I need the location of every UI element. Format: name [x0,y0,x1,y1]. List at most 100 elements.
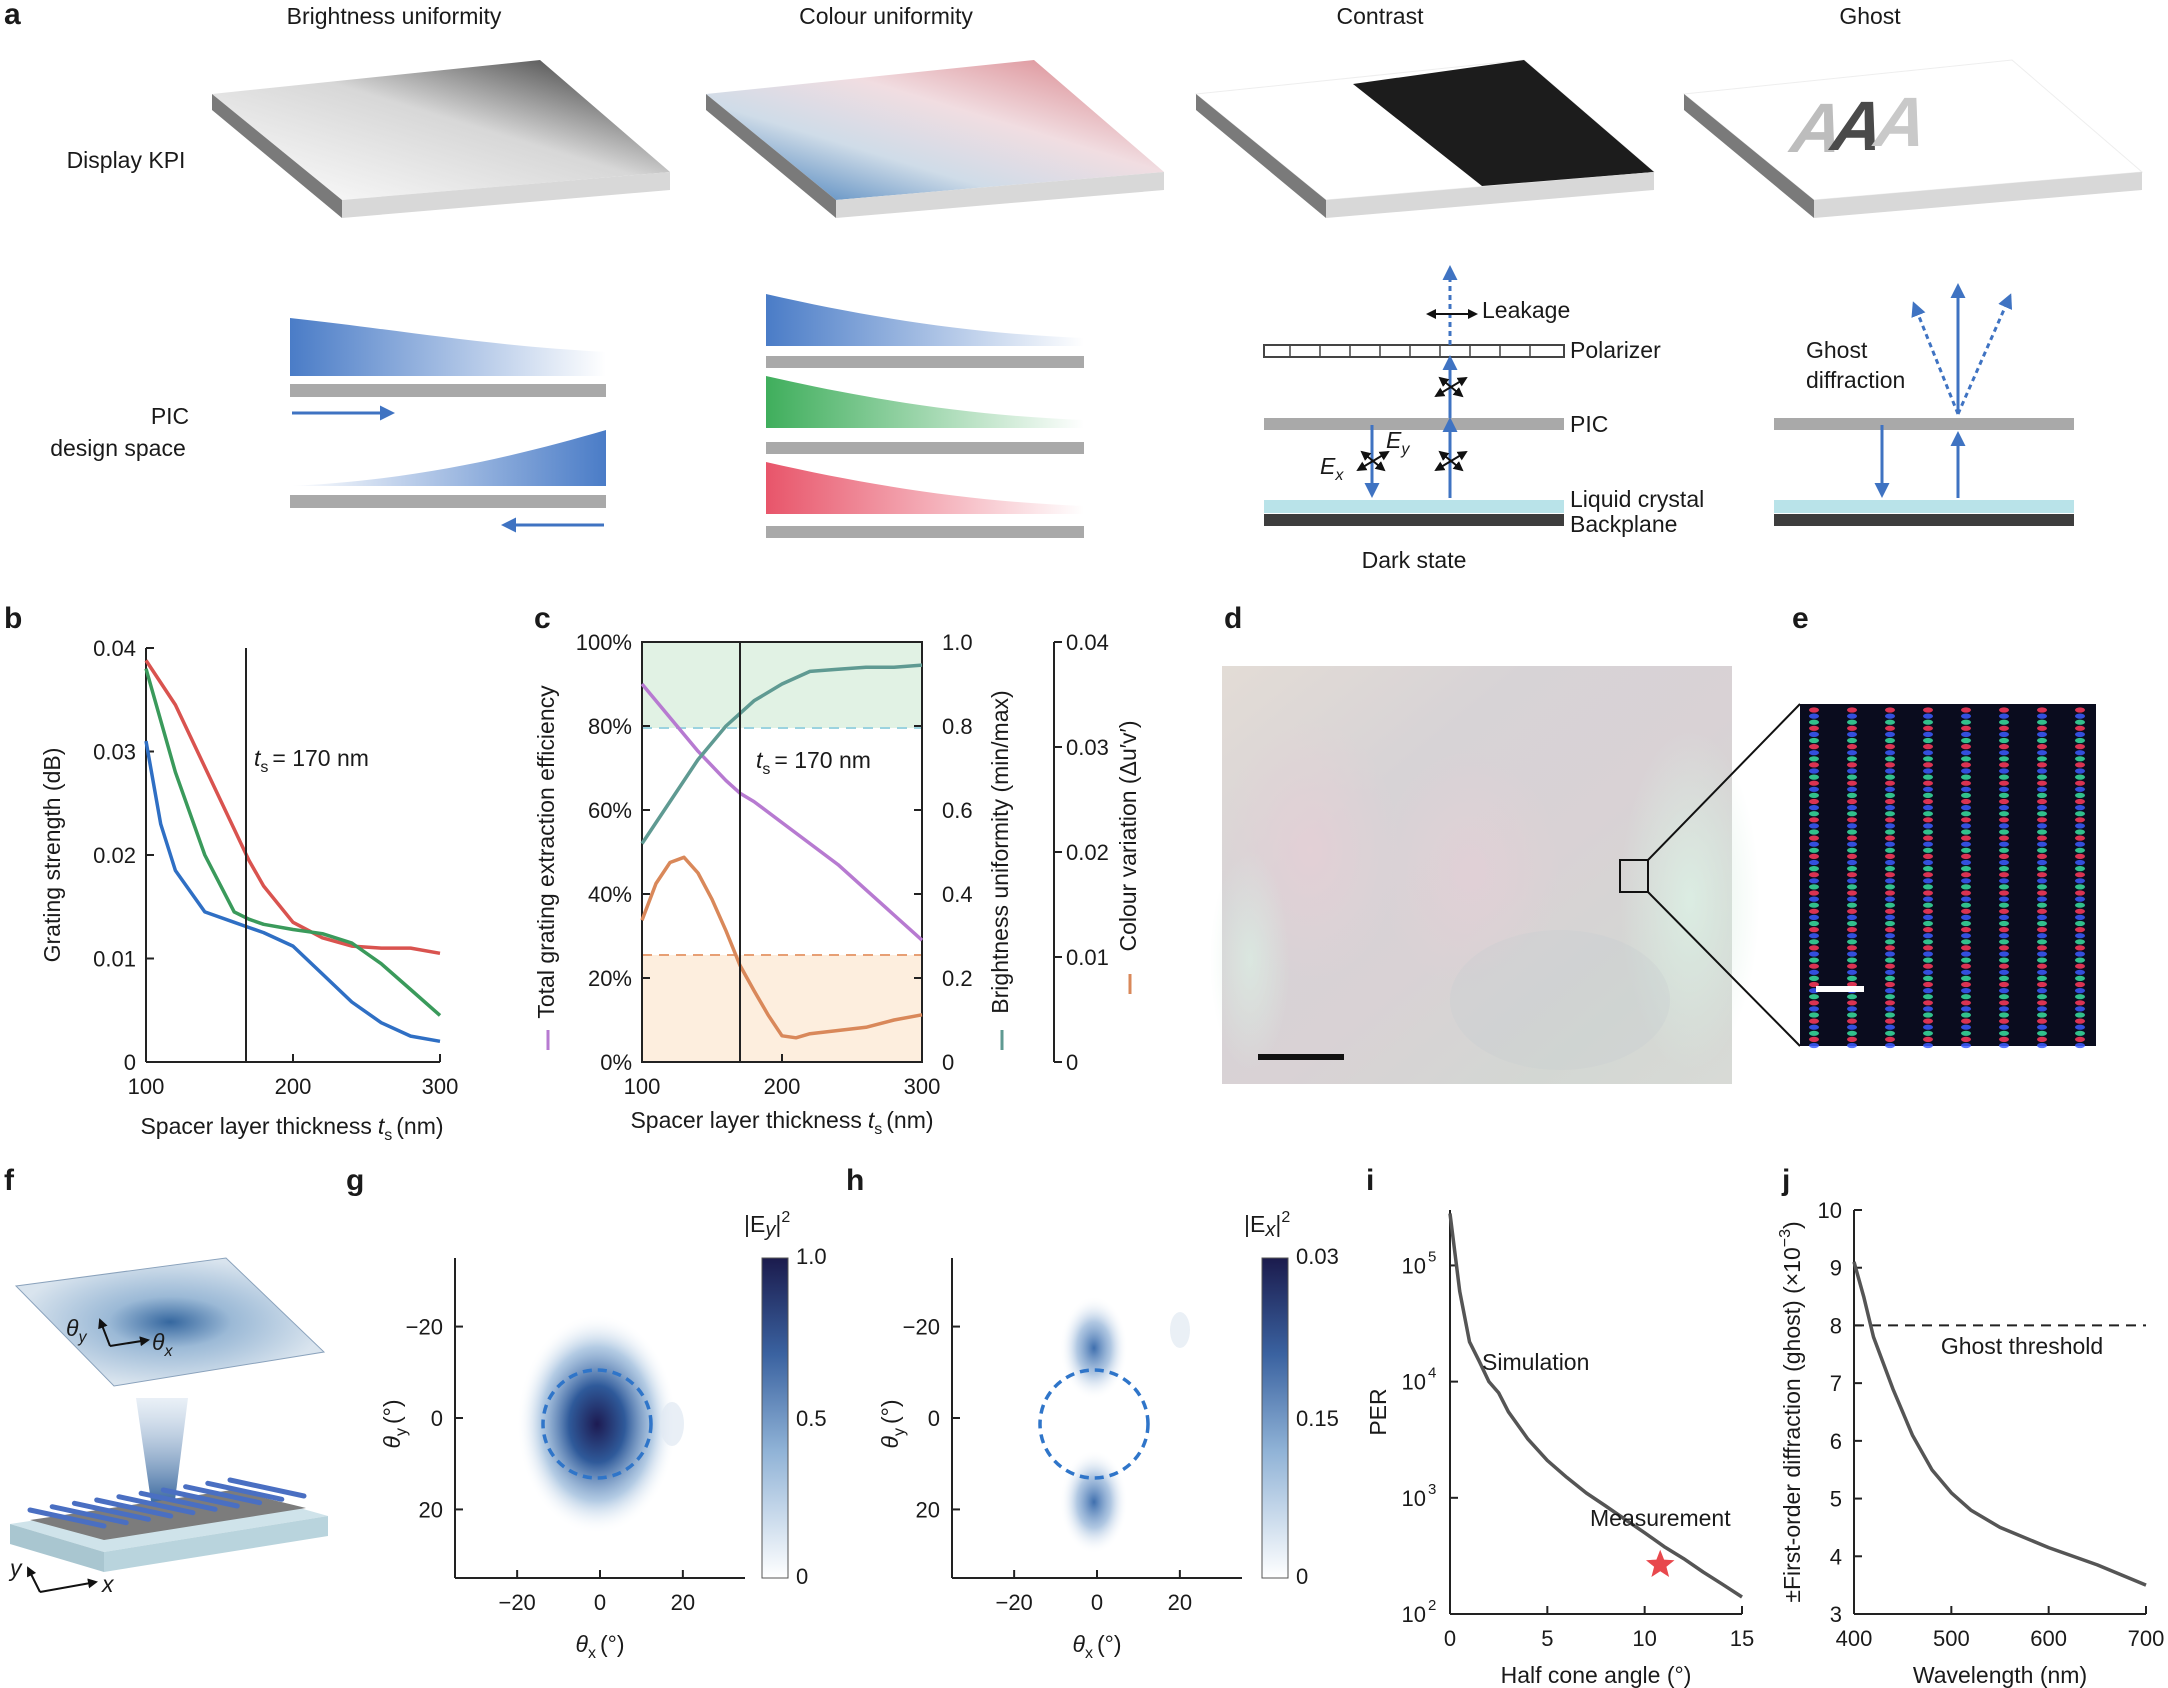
kpi-title-colour: Colour uniformity [799,3,973,29]
e-pixel-dot [2037,841,2047,847]
e-pixel-dot [1923,963,1933,969]
e-pixel-dot [1923,878,1933,884]
e-pixel-dot [2037,927,2047,933]
e-pixel-dot [1999,780,2009,786]
e-pixel-dot [1961,927,1971,933]
e-pixel-dot [2075,890,2085,896]
heat-ytick-label: 0 [431,1406,443,1431]
panel-label-c: c [534,602,551,635]
g-cbar-tick-top: 1.0 [796,1244,827,1269]
e-pixel-dot [1999,945,2009,951]
e-pixel-dot [2075,945,2085,951]
c-y1label: Total grating extraction efficiency [533,685,559,1019]
i-measurement-star [1646,1549,1675,1577]
dark-state-label: Dark state [1362,547,1467,573]
e-pixel-dot [1923,896,1933,902]
e-pixel-dot [1923,811,1933,817]
e-pixel-dot [1923,975,1933,982]
panel-label-h: h [846,1164,864,1197]
e-pixel-dot [2037,792,2047,799]
e-pixel-dot [1809,994,1819,1000]
j-ylabel: ±First-order diffraction (ghost) (×10−3) [1777,1221,1805,1602]
ghost-letters-icon: A A A [1781,84,1941,168]
e-pixel-dot [2075,853,2085,860]
e-pixel-dot [1885,859,1895,866]
e-pixel-dot [2037,829,2047,835]
heat-xtick-label: −20 [498,1590,535,1615]
c-axis-ticks: 100 200 300 0% 0 20% 0.2 40% 0.4 60% 0.6 80% 0.8 100%… [576,630,1109,1099]
e-pixel-dot [2075,1018,2085,1024]
e-pixel-dot [2037,756,2047,762]
grating-bar [27,1507,107,1529]
panel-d: d [1210,602,1801,1084]
e-pixel-dot [2075,719,2085,725]
e-pixel-dot [1885,847,1895,853]
j-ytick-label: 5 [1830,1487,1842,1512]
g-ylabel: θy(°) [379,1399,410,1448]
e-pixel-dot [1809,914,1819,921]
h-ylabel: θy(°) [877,1399,908,1448]
panel-label-d: d [1224,602,1242,635]
e-pixel-dot [2075,1006,2085,1012]
e-pixel-dot [1809,725,1819,731]
e-pixel-dot [2075,1024,2085,1030]
e-pixel-dot [1999,798,2009,805]
e-pixel-dot [2037,896,2047,902]
e-pixel-dot [2075,920,2085,927]
e-pixel-dot [1847,951,1857,957]
i-ytick-exponent: 4 [1428,1365,1436,1382]
e-pixel-dot [1923,1012,1933,1018]
e-pixel-dot [1961,866,1971,872]
e-pixel-dot [2037,1036,2047,1042]
e-pixel-dot [2075,707,2085,713]
e-pixel-dot [2075,725,2085,731]
e-pixel-dot [1999,725,2009,731]
e-pixel-dot [1923,707,1933,713]
e-pixel-dot [2075,835,2085,841]
e-pixel-dot [1999,994,2009,1000]
e-pixel-dot [1961,817,1971,823]
e-pixel-dot [1847,725,1857,731]
e-pixel-dot [2037,1012,2047,1018]
e-pixel-dot [1847,847,1857,853]
e-pixel-dot [1923,829,1933,835]
e-pixel-dot [1961,890,1971,896]
row-label-display-kpi: Display KPI [67,147,186,173]
e-pixel-dot [1809,786,1819,792]
e-pixel-dot [1885,1024,1895,1030]
e-pixel-dot [1847,707,1857,713]
e-pixel-dot [1809,963,1819,969]
h-colorbar-label: |Ex|2 [1244,1209,1290,1241]
e-pixel-dot [1847,756,1857,762]
e-pixel-dot [1923,792,1933,799]
e-pixel-dot [2075,884,2085,890]
e-pixel-dot [1961,963,1971,969]
e-pixel-dot [1999,914,2009,921]
b-ytick-label: 0 [124,1050,136,1075]
j-xtick-label: 400 [1836,1626,1873,1651]
e-pixel-dot [2075,829,2085,835]
e-pixel-dot [1809,878,1819,884]
e-pixel-dot [2037,1024,2047,1030]
polarizer-label: Polarizer [1570,337,1661,363]
e-pixel-dot [1999,939,2009,945]
j-xlabel: Wavelength (nm) [1913,1662,2087,1688]
e-pixel-dot [1961,1006,1971,1012]
e-pixel-dot [1885,908,1895,914]
e-pixel-dot [1885,957,1895,963]
e-pixel-dot [1809,884,1819,890]
j-series-lines [1852,1261,2147,1587]
e-pixel-dot [1885,811,1895,817]
heat-xtick-label: 0 [594,1590,606,1615]
panel-label-f: f [4,1164,15,1197]
e-pixel-dot [1999,719,2009,725]
e-pixel-dot [1923,890,1933,896]
e-pixel-dot [1999,988,2009,994]
kpi-title-contrast: Contrast [1337,3,1425,29]
b-axis-ticks: 100 200 300 0 0.01 0.02 0.03 0.04 [93,636,458,1099]
e-pixel-dot [1847,1018,1857,1024]
e-pixel-dot [1847,866,1857,872]
e-pixel-dot [1923,805,1933,811]
